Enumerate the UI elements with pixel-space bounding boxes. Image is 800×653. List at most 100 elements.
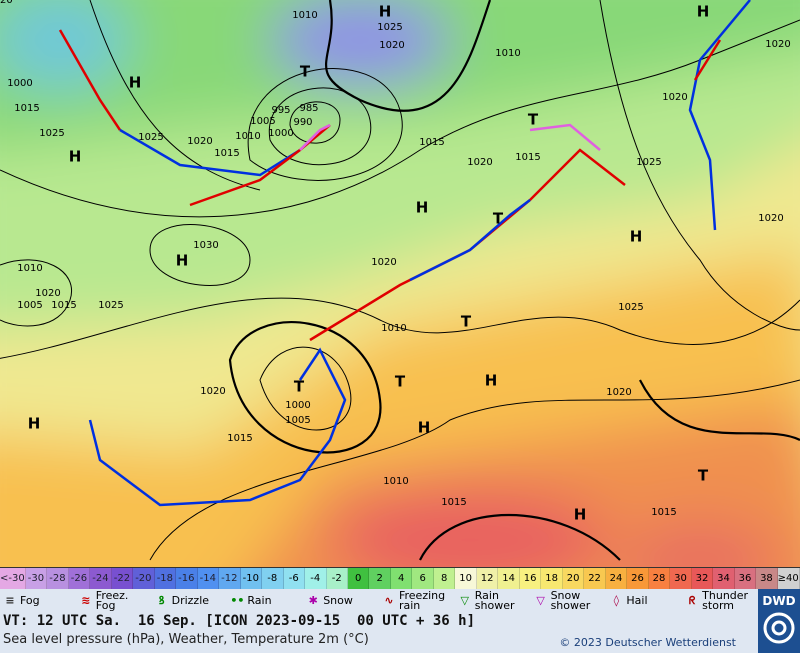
pressure-center: H <box>28 415 41 433</box>
pressure-center: H <box>379 3 392 21</box>
isobar-label: 1015 <box>14 103 39 114</box>
legend-line: storm <box>702 598 734 612</box>
legend-icon: ꝸ <box>158 594 165 607</box>
pressure-center: T <box>698 467 709 485</box>
legend-item: ᖇ Thunder storm <box>682 589 758 612</box>
isobar-label: 1015 <box>227 433 252 444</box>
fronts <box>58 0 751 507</box>
legend-text: Snow <box>323 595 353 606</box>
pressure-center: H <box>129 74 142 92</box>
scale-cell: 38 <box>756 568 778 589</box>
legend-text: Drizzle <box>172 595 209 606</box>
isobar-label: 1025 <box>377 22 402 33</box>
scale-cell: 2 <box>369 568 391 589</box>
scale-cell: 18 <box>541 568 563 589</box>
legend-line: rain <box>398 598 421 612</box>
legend-icon: ▽ <box>460 594 470 607</box>
isobar-label: 1020 <box>379 40 404 51</box>
isobar-label: 1015 <box>441 497 466 508</box>
pressure-center: H <box>176 252 189 270</box>
legend-item: ◊ Hail <box>606 589 682 612</box>
scale-cell: 26 <box>627 568 649 589</box>
isobar-label: 1015 <box>419 137 444 148</box>
isobar-label: 1000 <box>7 78 32 89</box>
map: HHHHHHHHHHHTTTTTTT1010102510201010102010… <box>0 0 800 567</box>
isobar-label: 1000 <box>285 400 310 411</box>
legend-text: Rain shower <box>474 590 515 612</box>
legend-icon: ✱ <box>308 594 318 607</box>
scale-cell: 0 <box>347 568 370 589</box>
legend-icon: ≡ <box>5 594 15 607</box>
isobar-label: 995 <box>271 105 290 116</box>
pressure-center: H <box>574 506 587 524</box>
scale-cell: 10 <box>455 568 477 589</box>
description: Sea level pressure (hPa), Weather, Tempe… <box>3 632 369 647</box>
legend-text: Fog <box>20 593 40 607</box>
legend-line: Freezing <box>398 588 446 602</box>
legend-icon: ≋ <box>81 594 91 607</box>
logo: DWD <box>758 589 800 653</box>
valid-time: VT: 12 UTC Sa. 16 Sep. [ICON 2023-09-15 … <box>3 613 476 629</box>
pressure-center: H <box>697 3 710 21</box>
isobar-label: 1010 <box>235 131 260 142</box>
isobar-label: 1020 <box>662 92 687 103</box>
scale-cell: 20 <box>562 568 585 589</box>
scale-cell: -4 <box>305 568 327 589</box>
isobar-label: 990 <box>293 117 312 128</box>
logo-text: DWD <box>762 594 796 608</box>
isobar-label: 1005 <box>250 116 275 127</box>
scale-cell: 34 <box>713 568 735 589</box>
scale-cell: -28 <box>47 568 69 589</box>
scale-cell: 4 <box>390 568 413 589</box>
isobar-label: 1005 <box>17 300 42 311</box>
legend-text: Hail <box>626 593 648 607</box>
isobar-label: 1025 <box>39 128 64 139</box>
scale-cell: <-30 <box>0 568 26 589</box>
pressure-center: H <box>69 148 82 166</box>
isobar-label: 1010 <box>383 476 408 487</box>
legend-item: ≋ Freez. Fog <box>76 589 152 612</box>
legend-line: Fog <box>20 593 40 607</box>
isobar-label: 1010 <box>17 263 42 274</box>
scale-cell: -18 <box>154 568 177 589</box>
scale-cell: -20 <box>133 568 155 589</box>
scale-cell: -12 <box>219 568 241 589</box>
legend-line: Freez. <box>95 588 129 602</box>
isobar-label: 1015 <box>515 152 540 163</box>
legend-item: ꝸ Drizzle <box>152 589 228 612</box>
legend-text: Freez. Fog <box>95 588 129 611</box>
isobars <box>0 0 800 561</box>
pressure-center: H <box>418 419 431 437</box>
scale-cell: -14 <box>197 568 220 589</box>
map-labels: HHHHHHHHHHHTTTTTTT1010102510201010102010… <box>0 0 791 524</box>
scale-cell: -6 <box>283 568 306 589</box>
scale-cell: 22 <box>584 568 606 589</box>
scale-cell: 30 <box>670 568 692 589</box>
legend-line: Snow <box>550 588 581 602</box>
pressure-center: T <box>461 313 472 331</box>
scale-cell: -22 <box>111 568 134 589</box>
legend-item: ✱ Snow <box>303 589 379 612</box>
pressure-center: H <box>630 228 643 246</box>
isobar-label: 1025 <box>98 300 123 311</box>
pressure-center: T <box>294 378 305 396</box>
scale-cell: 14 <box>498 568 520 589</box>
legend-line: Hail <box>626 593 648 607</box>
isobar-label: 1020 <box>200 386 225 397</box>
legend-line: shower <box>474 598 515 612</box>
scale-cell: 16 <box>519 568 542 589</box>
pressure-center: T <box>528 111 539 129</box>
pressure-center: H <box>416 199 429 217</box>
legend-text: Snow shower <box>550 588 591 611</box>
isobar-label: 1020 <box>606 387 631 398</box>
isobar-label: 1015 <box>651 507 676 518</box>
legend-line: Thunder <box>702 588 749 602</box>
scale-cell: ≥40 <box>777 568 800 589</box>
isobar-label: 1020 <box>371 257 396 268</box>
copyright: © 2023 Deutscher Wetterdienst <box>559 636 736 649</box>
scale-cell: -10 <box>240 568 263 589</box>
legend-text: Freezing rain <box>398 588 446 612</box>
isobar-label: 1000 <box>268 128 293 139</box>
pressure-center: H <box>485 372 498 390</box>
